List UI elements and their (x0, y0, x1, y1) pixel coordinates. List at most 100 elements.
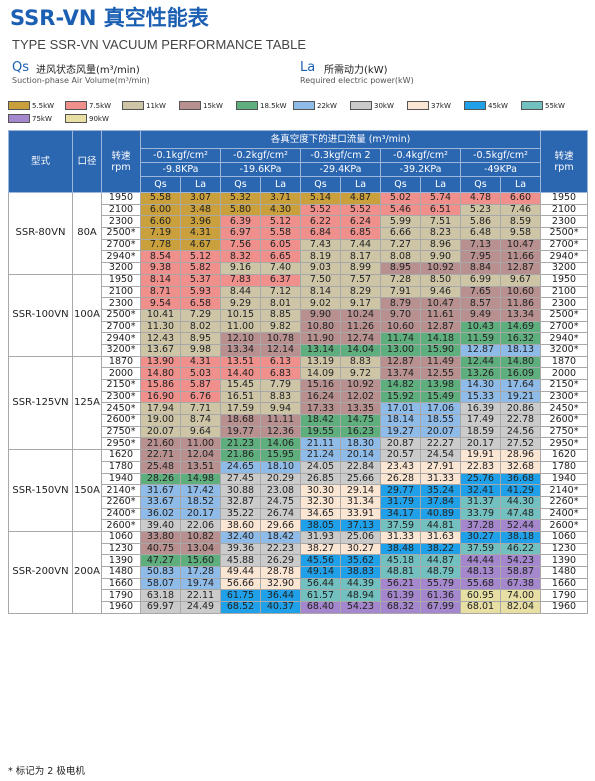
la-cell: 8.02 (180, 320, 221, 334)
qs-cell: 33.67 (140, 495, 181, 509)
note-symbol: Qs (12, 60, 30, 75)
la-cell: 22.06 (180, 519, 221, 532)
qs-cell: 9.03 (300, 262, 341, 275)
qs-cell: 6.00 (140, 203, 181, 217)
model-cell: SSR-150VN (8, 449, 73, 532)
rpm-cell: 2140* (101, 484, 141, 497)
qs-cell: 11.00 (220, 320, 261, 334)
la-cell: 6.05 (260, 238, 301, 252)
la-cell: 8.23 (420, 227, 461, 240)
model-cell: SSR-125VN (8, 355, 73, 451)
la-cell: 11.11 (260, 414, 301, 427)
data-row: 2150* 15.86 5.87 15.45 7.79 15.16 10.92 14.82 13… (9, 379, 588, 392)
pressure-kpa: -19.6KPa (220, 162, 301, 177)
la-cell: 22.84 (340, 460, 381, 474)
qs-cell: 56.44 (300, 577, 341, 591)
qs-cell: 14.40 (220, 367, 261, 380)
la-cell: 8.29 (340, 285, 381, 299)
header-cell: 各真空度下的进口流量 (m³/min) (140, 130, 541, 149)
legend-item: 7.5kW (65, 99, 122, 112)
la-cell: 18.30 (340, 437, 381, 451)
qs-cell: 6.60 (140, 215, 181, 229)
data-row: 2300 6.60 3.96 6.39 5.12 6.22 6.24 5.99 7.51 5.86… (9, 215, 588, 229)
rpm-cell: 2750* (540, 425, 588, 439)
la-cell: 6.13 (260, 355, 301, 369)
qs-cell: 29.77 (380, 484, 421, 497)
rpm-cell: 2300 (101, 215, 141, 229)
qs-cell: 12.44 (460, 355, 501, 369)
rpm-cell: 1230 (101, 542, 141, 556)
rpm-cell: 1950 (540, 273, 588, 287)
qs-cell: 34.65 (300, 507, 341, 521)
rpm-cell: 2400* (540, 507, 588, 521)
qs-cell: 18.59 (460, 425, 501, 439)
legend-item: 5.5kW (8, 99, 65, 112)
qs-cell: 6.66 (380, 227, 421, 240)
la-cell: 31.63 (420, 530, 461, 544)
qs-cell: 34.17 (380, 507, 421, 521)
la-cell: 18.42 (260, 530, 301, 544)
qs-cell: 10.41 (140, 308, 181, 322)
la-cell: 7.71 (180, 402, 221, 416)
la-cell: 3.07 (180, 192, 221, 205)
qs-cell: 11.30 (140, 320, 181, 334)
qs-cell: 15.86 (140, 379, 181, 392)
qs-cell: 13.51 (220, 355, 261, 369)
la-cell: 11.86 (500, 297, 541, 310)
qs-cell: 30.27 (460, 530, 501, 544)
la-cell: 27.91 (420, 460, 461, 474)
la-cell: 7.57 (340, 273, 381, 287)
qs-cell: 5.80 (220, 203, 261, 217)
qs-cell: 9.54 (140, 297, 181, 310)
la-cell: 28.78 (260, 566, 301, 579)
rpm-cell: 1060 (101, 530, 141, 544)
qs-cell: 8.79 (380, 297, 421, 310)
la-cell: 48.94 (340, 589, 381, 603)
qs-cell: 68.32 (380, 601, 421, 614)
la-cell: 15.90 (420, 343, 461, 357)
qs-cell: 9.38 (140, 262, 181, 275)
rpm-cell: 2300 (101, 297, 141, 310)
qs-cell: 39.40 (140, 519, 181, 532)
la-cell: 17.06 (420, 402, 461, 416)
data-row: SSR-125VN 125A 1870 13.90 4.31 13.51 6.13 13.19… (8, 355, 588, 451)
la-cell: 74.00 (500, 589, 541, 603)
la-cell: 25.66 (340, 472, 381, 486)
qs-cell: 16.39 (460, 402, 501, 416)
qs-cell: 8.14 (140, 273, 181, 287)
model-cell: SSR-80VN (8, 192, 73, 275)
legend-label: 37kW (431, 101, 451, 110)
la-cell: 9.67 (500, 273, 541, 287)
header-cell: 转速 rpm (101, 130, 141, 193)
la-cell: 9.58 (500, 227, 541, 240)
la-cell: 46.22 (500, 542, 541, 556)
qs-cell: 14.82 (380, 379, 421, 392)
qs-cell: 5.52 (300, 203, 341, 217)
qs-cell: 17.59 (220, 402, 261, 416)
rpm-cell: 2500* (101, 308, 141, 322)
la-cell: 8.99 (340, 262, 381, 275)
qs-cell: 17.49 (460, 414, 501, 427)
la-cell: 6.65 (260, 250, 301, 264)
la-cell: 11.26 (340, 320, 381, 334)
table-head: 型式 口径 转速 rpm 各真空度下的进口流量 (m³/min) 转速 rpm -0.1kgf… (8, 130, 588, 193)
la-cell: 44.87 (420, 554, 461, 567)
pressure-kgf: -0.1kgf/cm² (140, 148, 221, 163)
qs-cell: 58.07 (140, 577, 181, 591)
rpm-cell: 2100 (540, 203, 588, 217)
rpm-cell: 1870 (540, 355, 588, 369)
data-row: 2600* 19.00 8.74 18.68 11.11 18.42 14.75 18.14 1… (9, 414, 588, 427)
qs-cell: 7.13 (460, 238, 501, 252)
legend-swatch (521, 101, 543, 110)
qs-cell: 20.57 (380, 449, 421, 462)
rpm-cell: 2150* (101, 379, 141, 392)
rpm-cell: 1940 (540, 472, 588, 486)
header-row: 型式 口径 转速 rpm 各真空度下的进口流量 (m³/min) 转速 rpm (8, 130, 588, 193)
rpm-cell: 2260* (101, 495, 141, 509)
qs-cell: 45.88 (220, 554, 261, 567)
qs-cell: 18.42 (300, 414, 341, 427)
rpm-cell: 2150* (540, 379, 588, 392)
qs-cell: 20.17 (460, 437, 501, 451)
qs-cell: 49.14 (300, 566, 341, 579)
qs-cell: 17.01 (380, 402, 421, 416)
